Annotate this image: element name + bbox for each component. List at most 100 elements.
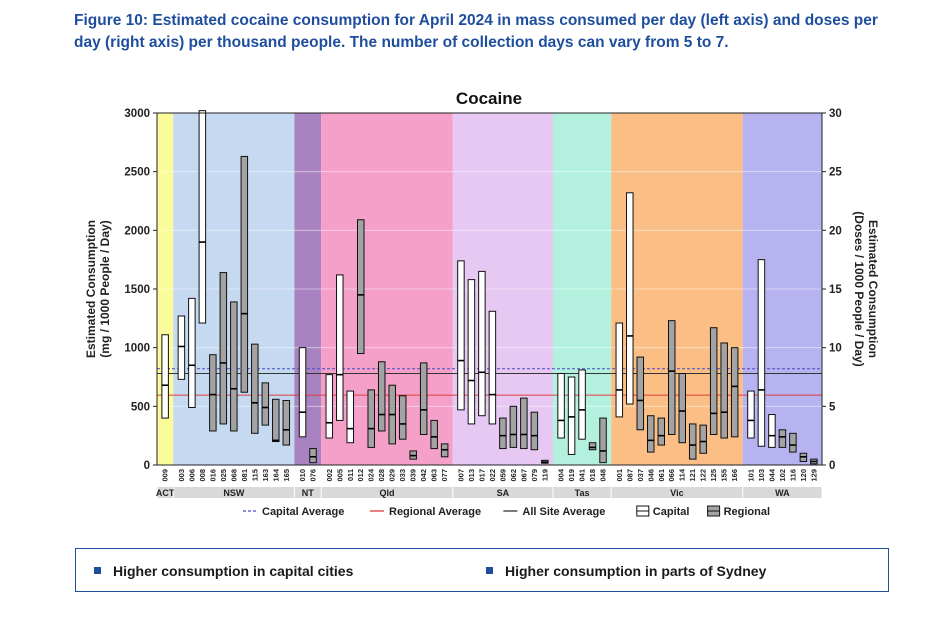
box-site-155 xyxy=(720,342,728,439)
state-strip-qld xyxy=(321,487,453,498)
site-label-024: 024 xyxy=(367,468,376,481)
legend-capital-average-label: Capital Average xyxy=(262,506,344,518)
box-site-046 xyxy=(647,415,655,453)
site-label-121: 121 xyxy=(688,469,697,482)
site-label-025: 025 xyxy=(219,469,228,482)
state-label: NT xyxy=(302,488,314,498)
box-site-008 xyxy=(198,110,207,324)
site-label-066: 066 xyxy=(667,469,676,482)
site-label-008: 008 xyxy=(198,469,207,482)
box-site-166 xyxy=(730,347,739,438)
box-site-163 xyxy=(261,382,270,426)
site-label-004: 004 xyxy=(557,468,566,481)
site-label-079: 079 xyxy=(530,469,539,482)
y2-axis-label-line2: (Doses / 1000 People / Day) xyxy=(852,211,866,366)
state-strip-vic xyxy=(611,487,743,498)
site-label-002: 002 xyxy=(325,469,334,482)
box-site-068 xyxy=(230,301,238,432)
site-label-029: 029 xyxy=(388,469,397,482)
y-axis-label-line2: (mg / 1000 People / Day) xyxy=(98,220,112,357)
box-site-025 xyxy=(219,272,228,425)
box-site-005 xyxy=(336,274,344,421)
site-label-101: 101 xyxy=(746,469,755,482)
state-strip-act xyxy=(157,487,173,498)
left-tick-label: 2000 xyxy=(124,225,150,237)
box-site-063 xyxy=(430,419,438,450)
legend-regional-label: Regional xyxy=(724,506,770,518)
box-site-079 xyxy=(530,411,539,451)
box-site-087 xyxy=(626,192,634,405)
site-label-005: 005 xyxy=(335,469,344,482)
right-tick-label: 10 xyxy=(829,343,842,355)
box-site-059 xyxy=(499,417,507,450)
site-label-155: 155 xyxy=(720,469,729,482)
site-label-017: 017 xyxy=(477,469,486,482)
legend-regional-average-label: Regional Average xyxy=(389,506,481,518)
right-tick-label: 0 xyxy=(829,460,835,472)
box-site-002 xyxy=(325,374,334,439)
box-site-028 xyxy=(377,361,386,432)
callout-box: Higher consumption in capital cities Hig… xyxy=(75,548,889,592)
site-label-166: 166 xyxy=(730,469,739,482)
box-site-022 xyxy=(488,310,497,425)
site-label-006: 006 xyxy=(187,469,196,482)
site-label-028: 028 xyxy=(377,469,386,482)
site-label-081: 081 xyxy=(240,469,249,482)
box-site-048 xyxy=(599,417,607,464)
box-site-001 xyxy=(615,322,624,418)
site-label-041: 041 xyxy=(578,469,587,482)
box-site-041 xyxy=(578,369,586,440)
site-label-013: 013 xyxy=(467,469,476,482)
box-site-121 xyxy=(688,423,697,460)
callout-capital: Higher consumption in capital cities xyxy=(94,563,353,579)
site-label-077: 077 xyxy=(440,469,449,482)
site-boxes xyxy=(161,110,818,465)
bullet-square-icon xyxy=(94,566,101,574)
box-site-164 xyxy=(272,398,280,443)
site-label-010: 010 xyxy=(298,469,307,482)
state-strip-nt xyxy=(294,487,321,498)
site-label-007: 007 xyxy=(456,469,465,482)
box-site-116 xyxy=(789,432,797,453)
site-label-042: 042 xyxy=(419,469,428,482)
state-strip-sa xyxy=(453,487,553,498)
box-site-004 xyxy=(557,372,565,439)
box-site-122 xyxy=(699,424,707,454)
box-site-011 xyxy=(346,390,355,444)
right-tick-label: 15 xyxy=(829,284,842,296)
box-site-033 xyxy=(398,395,407,440)
box-site-019 xyxy=(567,376,576,455)
site-label-022: 022 xyxy=(488,469,497,482)
bullet-square-icon xyxy=(486,566,493,574)
site-label-003: 003 xyxy=(177,469,186,482)
left-tick-label: 1500 xyxy=(124,284,150,296)
state-label: NSW xyxy=(223,488,245,498)
box-site-003 xyxy=(177,315,186,380)
site-label-116: 116 xyxy=(788,469,797,481)
left-tick-label: 1000 xyxy=(124,343,150,355)
box-site-037 xyxy=(636,356,645,431)
state-label: SA xyxy=(497,488,510,498)
site-label-048: 048 xyxy=(599,469,608,482)
figure-caption: Figure 10: Estimated cocaine consumption… xyxy=(74,12,878,51)
left-tick-label: 500 xyxy=(131,401,150,413)
box-site-103 xyxy=(757,259,766,447)
left-tick-label: 2500 xyxy=(124,167,150,179)
box-site-007 xyxy=(457,260,465,411)
box-site-061 xyxy=(657,417,666,446)
site-label-076: 076 xyxy=(309,469,318,482)
legend-capital-label: Capital xyxy=(653,506,690,518)
box-site-024 xyxy=(367,389,375,448)
site-label-016: 016 xyxy=(208,469,217,482)
right-tick-label: 30 xyxy=(829,108,842,120)
site-label-033: 033 xyxy=(398,469,407,482)
site-label-120: 120 xyxy=(799,469,808,482)
site-label-067: 067 xyxy=(519,469,528,482)
box-site-062 xyxy=(509,405,518,448)
state-strip-tas xyxy=(553,487,611,498)
y-axis-label-line1: Estimated Consumption xyxy=(84,220,98,358)
site-label-037: 037 xyxy=(636,469,645,482)
box-site-165 xyxy=(282,399,291,446)
